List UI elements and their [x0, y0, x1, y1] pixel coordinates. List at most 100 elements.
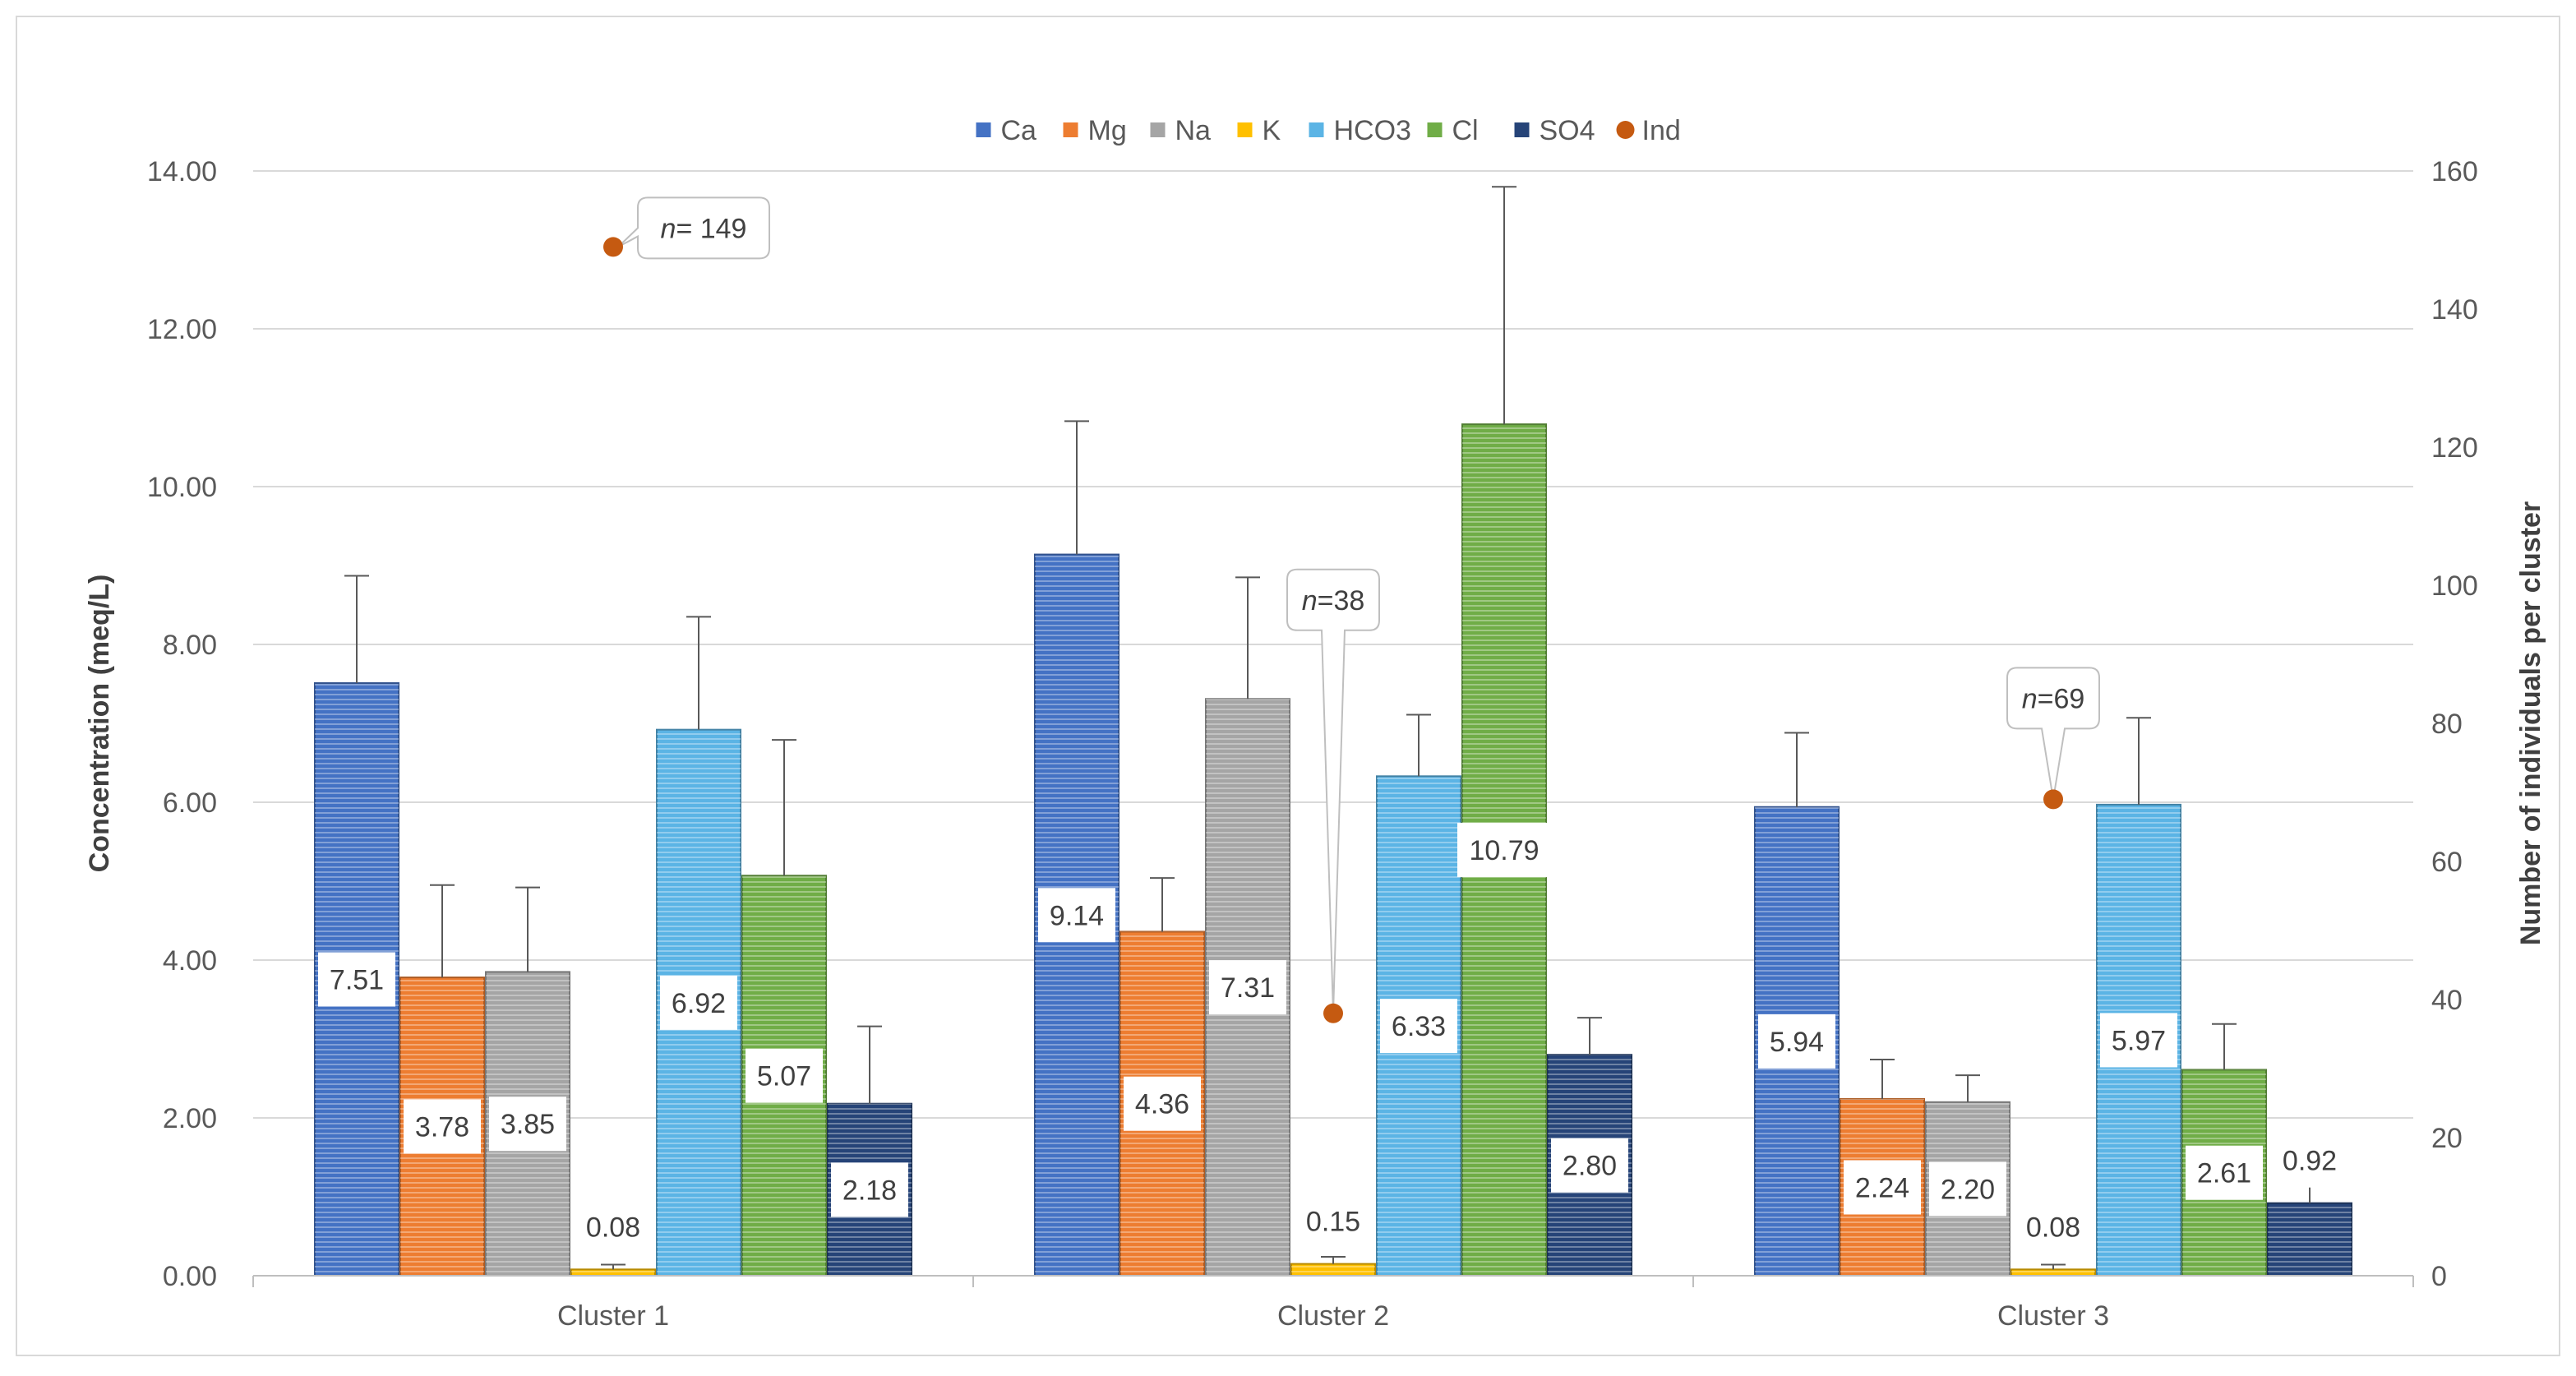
data-label-box — [575, 1199, 652, 1254]
individuals-marker — [1323, 1003, 1343, 1023]
y2-tick-label: 60 — [2431, 847, 2463, 878]
callout-n: n — [1302, 585, 1318, 616]
category-label: Cluster 1 — [557, 1300, 669, 1332]
data-label: 2.24 — [1855, 1172, 1909, 1203]
data-label: 7.51 — [330, 965, 384, 996]
legend-swatch — [1616, 121, 1635, 139]
callout-count: = 149 — [676, 213, 746, 244]
legend-label: Mg — [1088, 115, 1127, 146]
data-label: 6.33 — [1392, 1011, 1446, 1042]
data-label: 2.80 — [1563, 1151, 1617, 1182]
y2-tick-label: 160 — [2431, 156, 2478, 187]
legend-swatch — [1427, 122, 1443, 137]
legend-swatch — [976, 122, 991, 137]
bar-texture — [2011, 1269, 2095, 1276]
y2-axis-title: Number of individuals per cluster — [2515, 501, 2546, 945]
data-label-box — [1929, 1161, 2006, 1217]
legend-label: HCO3 — [1334, 115, 1411, 146]
callout-count: =69 — [2038, 683, 2085, 714]
y-tick-label: 2.00 — [163, 1103, 217, 1134]
data-label: 2.61 — [2197, 1158, 2251, 1189]
category-label: Cluster 3 — [1997, 1300, 2109, 1332]
callout-count: =38 — [1318, 585, 1365, 616]
legend-label: Ind — [1642, 115, 1681, 146]
y-tick-label: 14.00 — [147, 156, 217, 187]
y-tick-label: 12.00 — [147, 314, 217, 345]
legend-label: Na — [1175, 115, 1212, 146]
data-label: 2.20 — [1941, 1174, 1995, 1205]
y-tick-label: 10.00 — [147, 472, 217, 503]
legend-item-ind: Ind — [1616, 115, 1681, 146]
y-tick-label: 6.00 — [163, 787, 217, 819]
legend: Ca Mg Na K HCO3 Cl SO4 Ind — [976, 115, 1681, 146]
data-label: 0.92 — [2283, 1146, 2337, 1177]
data-label: 7.31 — [1221, 972, 1275, 1004]
bar-texture — [571, 1269, 655, 1276]
legend-item-cl: Cl — [1427, 115, 1479, 146]
legend-swatch — [1514, 122, 1530, 137]
data-label-box — [1038, 888, 1115, 943]
y2-tick-label: 140 — [2431, 294, 2478, 326]
data-label-box — [1844, 1160, 1921, 1215]
individuals-marker — [2043, 789, 2063, 810]
legend-label: Ca — [1001, 115, 1037, 146]
y2-tick-label: 40 — [2431, 985, 2463, 1016]
data-label-box — [1457, 823, 1551, 878]
callout-label: n=69 — [2022, 683, 2085, 714]
legend-swatch — [1150, 122, 1166, 137]
callout-n: n — [661, 213, 676, 244]
y2-tick-label: 100 — [2431, 570, 2478, 602]
data-label: 9.14 — [1050, 900, 1104, 931]
data-label-box — [746, 1048, 823, 1103]
category-label: Cluster 2 — [1277, 1300, 1389, 1332]
data-label-box — [489, 1097, 566, 1152]
callout-box — [2006, 667, 2100, 800]
grid-layer — [253, 170, 2413, 1119]
individuals-marker — [603, 237, 623, 257]
legend-label: Cl — [1452, 115, 1479, 146]
data-label: 3.85 — [501, 1109, 555, 1140]
legend-label: SO4 — [1540, 115, 1595, 146]
legend-item-so4: SO4 — [1514, 115, 1595, 146]
data-label-box — [2271, 1133, 2348, 1188]
data-label-box — [1295, 1194, 1372, 1249]
y-tick-label: 8.00 — [163, 630, 217, 661]
bar-texture — [2268, 1203, 2352, 1276]
data-label-box — [1124, 1076, 1201, 1131]
data-label: 3.78 — [415, 1112, 469, 1143]
data-label: 10.79 — [1469, 835, 1539, 866]
callout-n: n — [2022, 683, 2038, 714]
data-label: 0.08 — [586, 1212, 640, 1243]
axes-layer: 0.00 2.00 4.00 6.00 8.00 10.00 12.00 14.00 0 20 40… — [84, 156, 2546, 1332]
y-tick-label: 4.00 — [163, 945, 217, 977]
data-label-box — [1209, 960, 1286, 1015]
callout-box — [617, 196, 770, 260]
data-label-box — [318, 952, 395, 1007]
callout-label: n= 149 — [661, 213, 747, 244]
data-label-box — [1758, 1014, 1835, 1069]
callout-label: n=38 — [1302, 585, 1365, 616]
data-label: 2.18 — [843, 1175, 897, 1206]
legend-item-k: K — [1237, 115, 1281, 146]
legend-item-ca: Ca — [976, 115, 1037, 146]
data-label: 5.07 — [757, 1061, 811, 1092]
data-label: 6.92 — [672, 988, 726, 1019]
data-label-box — [2015, 1199, 2092, 1254]
data-label-box — [2186, 1145, 2263, 1200]
data-label: 0.15 — [1306, 1207, 1360, 1238]
legend-swatch — [1309, 122, 1324, 137]
data-label: 4.36 — [1135, 1089, 1189, 1120]
data-label: 0.08 — [2026, 1212, 2080, 1243]
legend-swatch — [1063, 122, 1078, 137]
data-label-box — [2100, 1013, 2177, 1068]
labels-layer: 7.51 9.14 5.94 3.78 4.36 2.24 3.85 7.31 2.20 0.08… — [318, 823, 2348, 1254]
y2-tick-label: 80 — [2431, 709, 2463, 740]
data-label-box — [831, 1162, 908, 1217]
data-label-box — [1551, 1138, 1628, 1193]
data-label-box — [660, 975, 737, 1030]
y-tick-label: 0.00 — [163, 1261, 217, 1292]
y2-tick-label: 120 — [2431, 432, 2478, 464]
